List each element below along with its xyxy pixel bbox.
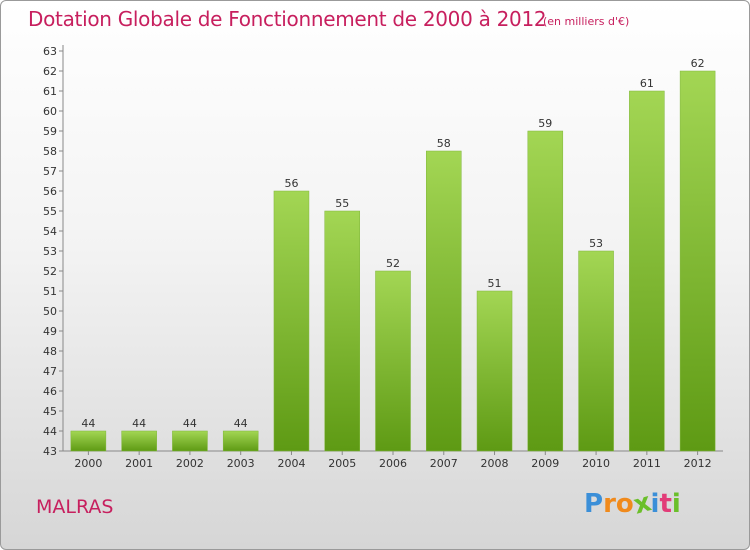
bar: [578, 250, 614, 452]
bar: [273, 190, 310, 452]
y-tick-label: 60: [43, 105, 57, 118]
commune-name: MALRAS: [36, 496, 114, 518]
chart-unit: (en milliers d'€): [543, 15, 630, 28]
x-tick-label: 2007: [430, 457, 458, 470]
x-tick-label: 2008: [481, 457, 509, 470]
x-tick-label: 2004: [277, 457, 305, 470]
bar: [324, 210, 360, 452]
y-tick-label: 59: [43, 125, 57, 138]
logo-letter: t: [659, 489, 672, 519]
x-tick-label: 2005: [328, 457, 356, 470]
bar: [172, 430, 208, 452]
y-tick-label: 44: [43, 425, 57, 438]
bar-value-label: 61: [640, 77, 654, 90]
y-tick-label: 56: [43, 185, 57, 198]
y-tick-label: 58: [43, 145, 57, 158]
y-tick-label: 61: [43, 85, 57, 98]
y-tick-label: 48: [43, 345, 57, 358]
logo-letter: o: [615, 489, 634, 519]
logo-letter: P: [584, 489, 604, 519]
chart-title: Dotation Globale de Fonctionnement de 20…: [28, 7, 547, 31]
bar-value-label: 58: [437, 137, 451, 150]
y-tick-label: 47: [43, 365, 57, 378]
bar-value-label: 56: [284, 177, 298, 190]
bar: [375, 270, 411, 452]
bar: [679, 70, 716, 452]
y-tick-label: 62: [43, 65, 57, 78]
bar-value-label: 44: [234, 417, 248, 430]
bar: [476, 290, 513, 452]
bar-value-label: 44: [132, 417, 146, 430]
x-tick-label: 2003: [227, 457, 255, 470]
x-tick-label: 2006: [379, 457, 407, 470]
y-tick-label: 46: [43, 385, 57, 398]
logo-letter: r: [603, 489, 616, 519]
y-tick-label: 49: [43, 325, 57, 338]
bar-value-label: 44: [183, 417, 197, 430]
bar-value-label: 59: [538, 117, 552, 130]
x-tick-label: 2009: [531, 457, 559, 470]
y-tick-label: 57: [43, 165, 57, 178]
bar: [70, 430, 107, 452]
x-tick-label: 2010: [582, 457, 610, 470]
bar-value-label: 62: [691, 57, 705, 70]
y-tick-label: 51: [43, 285, 57, 298]
y-tick-label: 53: [43, 245, 57, 258]
proxiti-logo: Proxiti: [584, 487, 681, 520]
x-tick-label: 2011: [633, 457, 661, 470]
y-tick-label: 52: [43, 265, 57, 278]
bar: [629, 90, 665, 452]
bar-value-label: 55: [335, 197, 349, 210]
bar-value-label: 53: [589, 237, 603, 250]
x-tick-label: 2000: [74, 457, 102, 470]
x-tick-label: 2001: [125, 457, 153, 470]
bar-value-label: 51: [488, 277, 502, 290]
logo-letter: i: [650, 489, 660, 519]
y-tick-label: 55: [43, 205, 57, 218]
bar-value-label: 44: [81, 417, 95, 430]
bar: [527, 130, 564, 452]
logo-letter: i: [671, 489, 681, 519]
x-tick-label: 2002: [176, 457, 204, 470]
bar: [222, 430, 259, 452]
y-tick-label: 50: [43, 305, 57, 318]
bar: [426, 150, 462, 452]
y-tick-label: 45: [43, 405, 57, 418]
bar-value-label: 52: [386, 257, 400, 270]
y-tick-label: 54: [43, 225, 57, 238]
y-tick-label: 43: [43, 445, 57, 458]
bar: [121, 430, 157, 452]
x-tick-label: 2012: [684, 457, 712, 470]
y-tick-label: 63: [43, 45, 57, 58]
